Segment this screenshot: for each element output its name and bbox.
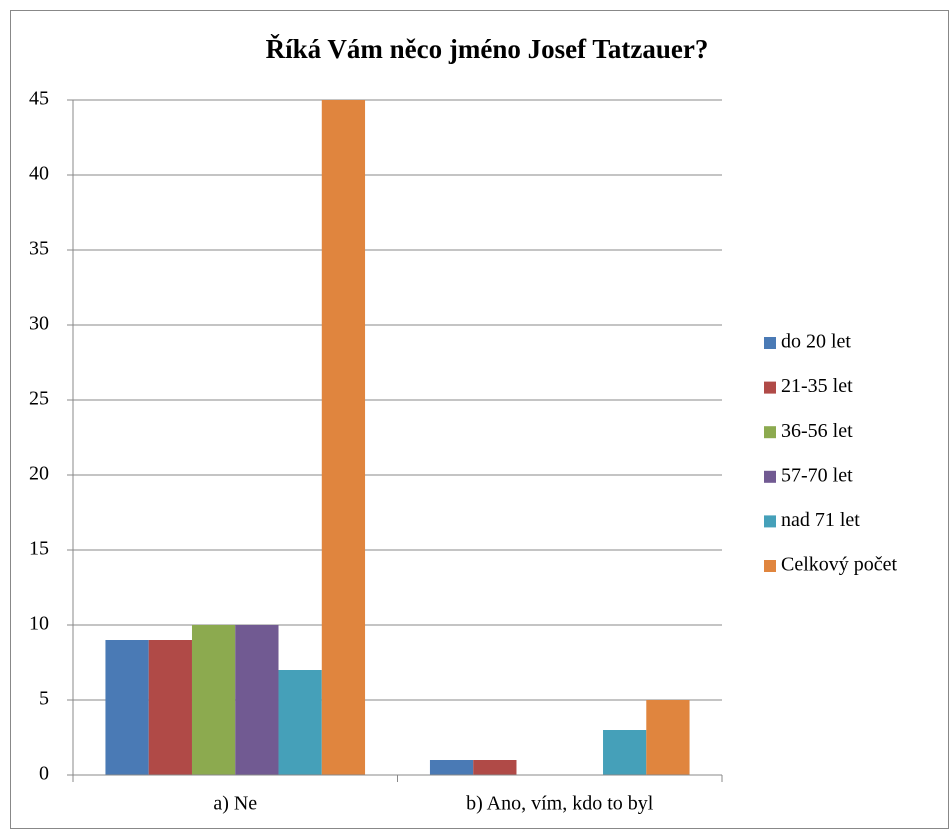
y-tick-label: 10 bbox=[29, 613, 49, 635]
bar bbox=[278, 670, 322, 775]
legend-label: 36-56 let bbox=[781, 420, 853, 442]
legend-label: nad 71 let bbox=[781, 509, 860, 531]
legend-swatch bbox=[764, 381, 776, 394]
y-tick-label: 35 bbox=[29, 238, 49, 260]
legend-swatch bbox=[764, 515, 776, 528]
y-tick-label: 0 bbox=[39, 763, 49, 785]
bar bbox=[105, 640, 149, 775]
bar bbox=[321, 100, 366, 775]
legend-label: 57-70 let bbox=[781, 464, 853, 486]
bar bbox=[603, 730, 647, 775]
y-tick-label: 20 bbox=[29, 463, 49, 485]
bar bbox=[429, 760, 474, 775]
y-tick-label: 40 bbox=[29, 163, 49, 185]
legend-label: Celkový počet bbox=[781, 554, 898, 576]
legend-swatch bbox=[764, 560, 776, 572]
y-tick-label: 5 bbox=[39, 688, 49, 710]
bar bbox=[646, 700, 690, 775]
x-tick-label: a) Ne bbox=[213, 793, 257, 815]
y-tick-label: 45 bbox=[29, 88, 49, 110]
bar bbox=[191, 625, 236, 775]
y-tick-label: 15 bbox=[29, 538, 49, 560]
y-tick-label: 25 bbox=[29, 388, 49, 410]
chart-title: Říká Vám něco jméno Josef Tatzauer? bbox=[266, 34, 709, 64]
y-tick-label: 30 bbox=[29, 313, 49, 335]
bar bbox=[473, 760, 517, 775]
legend-swatch bbox=[764, 426, 776, 439]
bar bbox=[235, 625, 279, 775]
legend-swatch bbox=[764, 470, 776, 483]
legend-label: 21-35 let bbox=[781, 375, 853, 397]
x-tick-label: b) Ano, vím, kdo to byl bbox=[466, 793, 654, 815]
bar bbox=[148, 640, 192, 775]
legend-label: do 20 let bbox=[781, 331, 851, 353]
legend-swatch bbox=[764, 337, 776, 349]
